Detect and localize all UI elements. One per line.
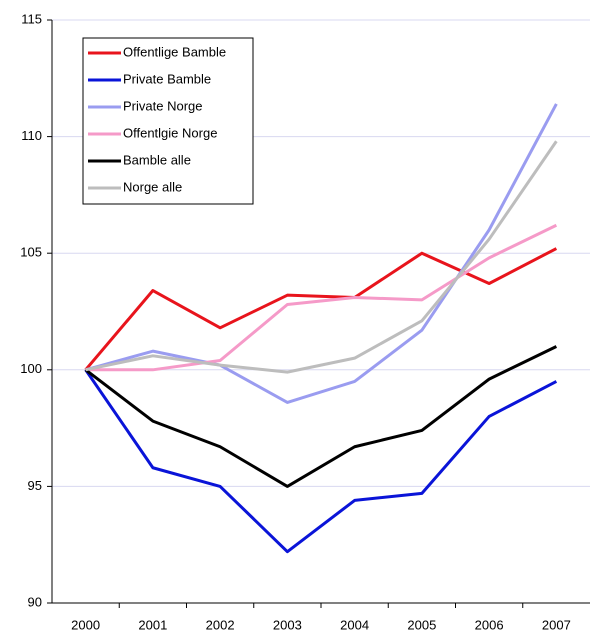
x-tick-label: 2007 [542, 617, 571, 632]
x-tick-label: 2001 [138, 617, 167, 632]
series-line [85, 103, 558, 404]
legend-label: Norge alle [123, 179, 182, 194]
x-tick-label: 2002 [206, 617, 235, 632]
legend-label: Offentlige Bamble [123, 44, 226, 59]
series-line [84, 368, 558, 554]
y-tick-label: 100 [20, 361, 42, 376]
y-tick-label: 105 [20, 245, 42, 260]
legend-label: Private Bamble [123, 71, 211, 86]
x-tick-label: 2006 [475, 617, 504, 632]
legend-label: Bamble alle [123, 152, 191, 167]
x-tick-label: 2005 [407, 617, 436, 632]
series-line [84, 345, 558, 488]
x-tick-label: 2004 [340, 617, 369, 632]
x-tick-label: 2003 [273, 617, 302, 632]
y-tick-label: 110 [21, 128, 42, 143]
series-line [85, 140, 558, 374]
series-line [84, 247, 558, 371]
legend-label: Private Norge [123, 98, 202, 113]
legend-box [82, 37, 254, 205]
series-line [85, 223, 558, 372]
y-tick-label: 95 [28, 478, 42, 493]
y-tick-label: 90 [28, 594, 42, 609]
x-tick-label: 2000 [71, 617, 100, 632]
legend-label: Offentlgie Norge [123, 125, 217, 140]
y-tick-label: 115 [21, 11, 42, 26]
